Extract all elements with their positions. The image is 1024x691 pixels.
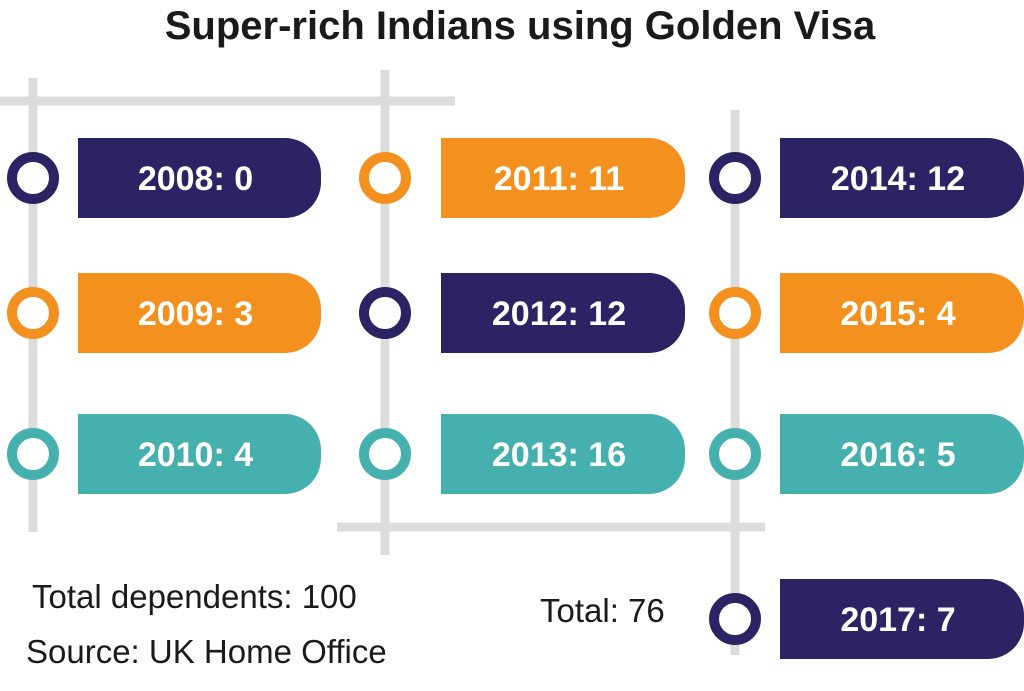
bar-2011 [441, 138, 685, 218]
data-label-2009: 2009: 3 [138, 295, 253, 333]
data-label-2011: 2011: 11 [494, 160, 624, 198]
data-label-2013: 2013: 16 [492, 436, 626, 474]
marker-circle-2011 [359, 152, 411, 204]
bar-2012 [441, 273, 685, 353]
source-label: Source: UK Home Office [26, 633, 387, 670]
data-label-2017: 2017: 7 [840, 601, 955, 639]
bar-2015 [780, 273, 1024, 353]
marker-circle-2013 [359, 428, 411, 480]
bar-2010 [78, 414, 321, 494]
marker-circle-2008 [7, 152, 59, 204]
bar-2017 [780, 579, 1024, 659]
bar-2014 [780, 138, 1024, 218]
chart-title: Super-rich Indians using Golden Visa [164, 4, 876, 48]
data-label-2010: 2010: 4 [138, 436, 253, 474]
marker-circle-2010 [7, 428, 59, 480]
total-label: Total: 76 [540, 592, 665, 629]
bar-2016 [780, 414, 1024, 494]
marker-circle-2015 [709, 287, 761, 339]
bar-2013 [441, 414, 685, 494]
data-label-2012: 2012: 12 [492, 295, 626, 333]
marker-circle-2017 [709, 593, 761, 645]
data-label-2015: 2015: 4 [840, 295, 955, 333]
data-label-2008: 2008: 0 [138, 160, 253, 198]
marker-circle-2009 [7, 287, 59, 339]
dependents-label: Total dependents: 100 [32, 578, 357, 615]
data-label-2016: 2016: 5 [840, 436, 955, 474]
marker-circle-2014 [709, 152, 761, 204]
data-label-2014: 2014: 12 [831, 160, 965, 198]
bar-2009 [78, 273, 321, 353]
marker-circle-2016 [709, 428, 761, 480]
marker-circle-2012 [359, 287, 411, 339]
bar-2008 [78, 138, 321, 218]
